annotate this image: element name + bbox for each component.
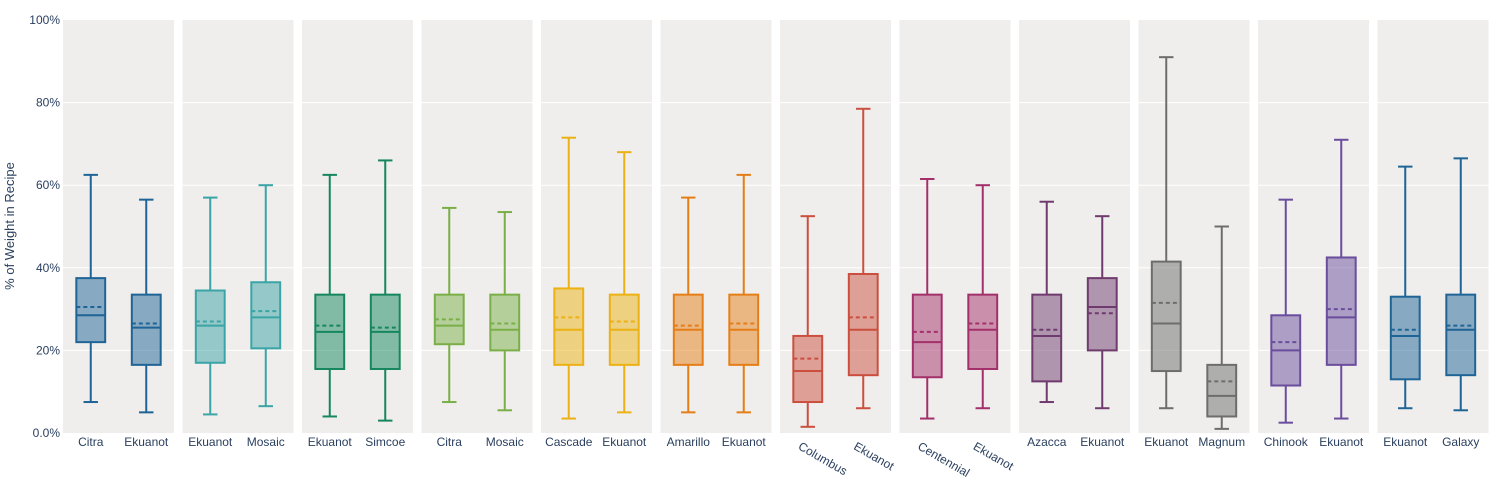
box-iqr xyxy=(553,287,585,366)
x-tick-label: Ekuanot xyxy=(308,435,353,449)
box-amarillo: Amarillo xyxy=(667,196,711,449)
box-iqr xyxy=(194,289,226,364)
box-ekuanot: Ekuanot xyxy=(308,173,353,449)
facet-panel: Azacca Ekuanot xyxy=(1019,20,1130,449)
facet-panel: Ekuanot Magnum xyxy=(1138,20,1250,449)
facet-panel: Ekuanot Simcoe xyxy=(302,20,413,449)
facet-panel: Amarillo Ekuanot xyxy=(660,20,772,449)
box-galaxy: Galaxy xyxy=(1442,157,1479,449)
box-mosaic: Mosaic xyxy=(247,184,285,449)
y-tick-label: 20% xyxy=(36,343,60,357)
x-tick-label: Chinook xyxy=(1264,435,1309,449)
panel-background xyxy=(541,20,652,433)
panel-background xyxy=(421,20,533,433)
panels-layer: Citra Ekuanot Ekuanot Mosaic Ekuanot Simcoe Ci… xyxy=(63,20,1489,480)
x-tick-label: Columbus xyxy=(796,439,850,478)
box-ekuanot: Ekuanot xyxy=(722,173,767,449)
facet-panel: Chinook Ekuanot xyxy=(1258,20,1369,449)
box-ekuanot: Ekuanot xyxy=(1080,215,1125,449)
box-iqr xyxy=(1150,260,1182,373)
box-iqr xyxy=(75,277,107,344)
box-chinook: Chinook xyxy=(1264,198,1309,449)
facet-panel: Ekuanot Mosaic xyxy=(182,20,294,449)
box-iqr xyxy=(1086,277,1118,352)
box-iqr xyxy=(792,334,824,404)
box-ekuanot: Ekuanot xyxy=(1319,138,1364,449)
facet-panel: Citra Mosaic xyxy=(421,20,533,449)
x-tick-label: Ekuanot xyxy=(1080,435,1125,449)
box-iqr xyxy=(130,293,162,366)
y-axis-title: % of Weight in Recipe xyxy=(2,162,17,290)
box-ekuanot: Ekuanot xyxy=(967,184,1017,474)
box-magnum: Magnum xyxy=(1198,225,1245,449)
x-tick-label: Ekuanot xyxy=(188,435,233,449)
x-tick-label: Magnum xyxy=(1198,435,1245,449)
y-tick-label: 0.0% xyxy=(33,426,61,440)
x-tick-label: Mosaic xyxy=(247,435,285,449)
box-azacca: Azacca xyxy=(1027,200,1067,449)
y-tick-label: 80% xyxy=(36,96,60,110)
x-tick-label: Galaxy xyxy=(1442,435,1479,449)
x-tick-label: Ekuanot xyxy=(124,435,169,449)
facet-panel: Ekuanot Galaxy xyxy=(1377,20,1489,449)
facet-panel: Columbus Ekuanot xyxy=(780,20,897,478)
box-iqr xyxy=(911,293,943,379)
box-iqr xyxy=(967,293,999,370)
box-simcoe: Simcoe xyxy=(365,159,406,449)
x-tick-label: Mosaic xyxy=(486,435,524,449)
x-tick-label: Ekuanot xyxy=(971,439,1017,473)
x-tick-label: Simcoe xyxy=(365,435,405,449)
box-iqr xyxy=(1445,293,1477,377)
x-tick-label: Cascade xyxy=(545,435,593,449)
x-tick-label: Citra xyxy=(437,435,463,449)
box-ekuanot: Ekuanot xyxy=(188,196,233,449)
facet-panel: Cascade Ekuanot xyxy=(541,20,652,449)
x-tick-label: Ekuanot xyxy=(851,439,897,473)
box-iqr xyxy=(250,281,282,350)
box-mosaic: Mosaic xyxy=(486,211,524,449)
box-ekuanot: Ekuanot xyxy=(124,198,169,449)
y-tick-label: 60% xyxy=(36,178,60,192)
box-ekuanot: Ekuanot xyxy=(1383,165,1428,449)
y-tick-label: 100% xyxy=(29,13,60,27)
panel-background xyxy=(660,20,772,433)
box-citra: Citra xyxy=(433,206,465,449)
panel-background xyxy=(182,20,294,433)
box-iqr xyxy=(1389,295,1421,381)
box-iqr xyxy=(1031,293,1063,383)
x-tick-label: Amarillo xyxy=(667,435,711,449)
panel-background xyxy=(302,20,413,433)
x-tick-label: Ekuanot xyxy=(722,435,767,449)
y-axis: 0.0% 20% 40% 60% 80% 100% xyxy=(29,13,60,440)
box-iqr xyxy=(489,293,521,352)
panel-background xyxy=(63,20,174,433)
x-tick-label: Ekuanot xyxy=(1383,435,1428,449)
x-tick-label: Ekuanot xyxy=(602,435,647,449)
x-tick-label: Ekuanot xyxy=(1144,435,1189,449)
x-tick-label: Centennial xyxy=(915,439,972,480)
y-tick-label: 40% xyxy=(36,261,60,275)
box-iqr xyxy=(1206,363,1238,418)
x-tick-label: Ekuanot xyxy=(1319,435,1364,449)
box-ekuanot: Ekuanot xyxy=(1144,56,1189,449)
box-iqr xyxy=(847,272,879,377)
box-citra: Citra xyxy=(75,173,107,449)
x-tick-label: Azacca xyxy=(1027,435,1067,449)
box-cascade: Cascade xyxy=(545,136,593,449)
box-ekuanot: Ekuanot xyxy=(602,151,647,449)
facet-panel: Citra Ekuanot xyxy=(63,20,174,449)
box-iqr xyxy=(1325,256,1357,366)
x-tick-label: Citra xyxy=(78,435,104,449)
